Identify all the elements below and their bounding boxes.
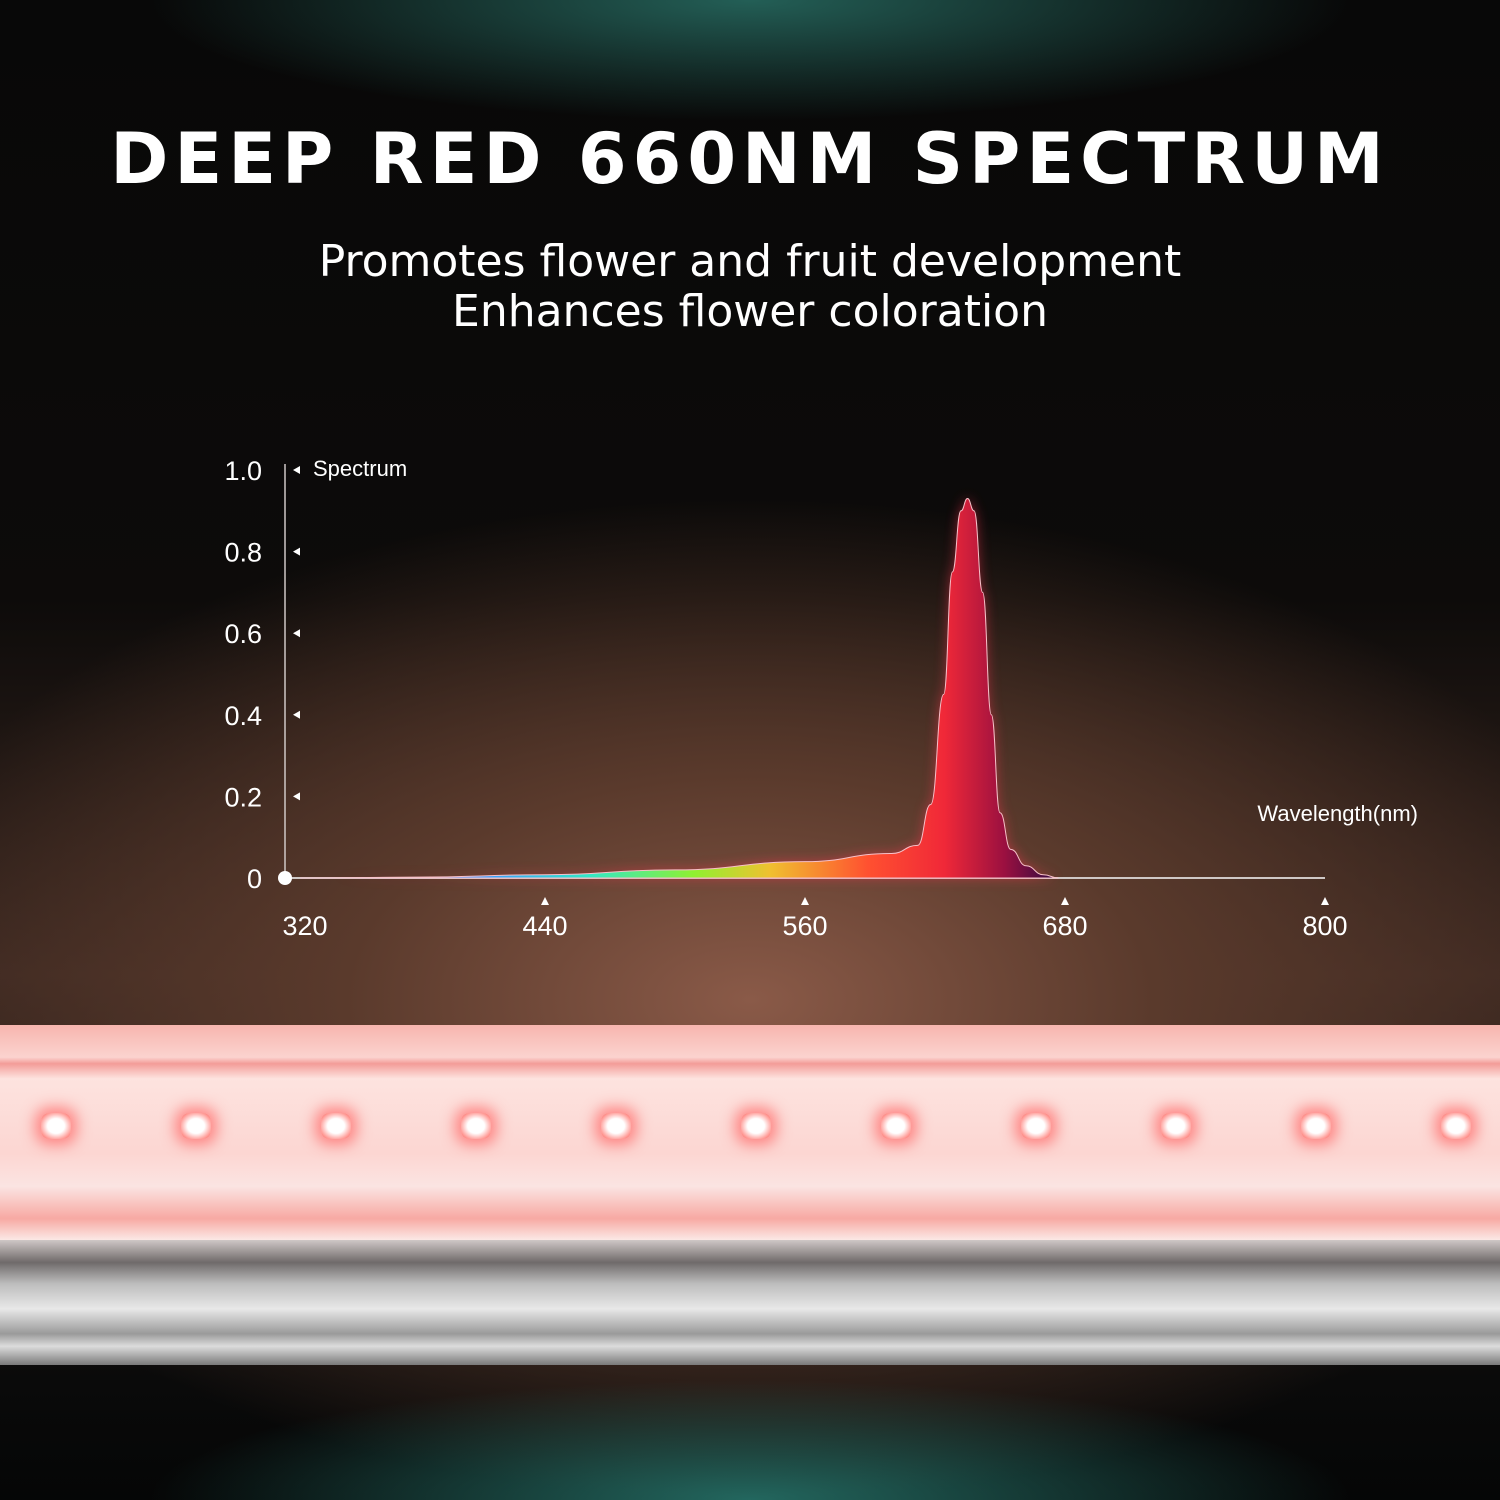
y-tick-marker: [293, 466, 300, 474]
led-chip: [41, 1113, 71, 1139]
y-tick-label: 0.8: [224, 538, 262, 568]
spectrum-area: [300, 498, 1059, 879]
aluminum-housing: [0, 1240, 1500, 1365]
x-tick-marker: [801, 897, 809, 905]
led-chip: [1021, 1113, 1051, 1139]
y-tick-marker: [293, 710, 300, 719]
y-tick-label: 0.6: [224, 619, 262, 649]
led-chip: [741, 1113, 771, 1139]
led-chip: [601, 1113, 631, 1139]
y-tick-label: 0.4: [224, 701, 262, 731]
y-tick-label: 0: [247, 864, 262, 894]
x-tick-marker: [1321, 897, 1329, 905]
subtitle-line-1: Promotes flower and fruit development: [318, 236, 1182, 287]
x-tick-label: 560: [782, 911, 827, 941]
y-tick-label: 0.2: [224, 782, 262, 812]
x-tick-label: 800: [1302, 911, 1347, 941]
led-chip: [881, 1113, 911, 1139]
y-tick-marker: [293, 547, 300, 556]
led-chip: [321, 1113, 351, 1139]
x-tick-label: 680: [1042, 911, 1087, 941]
spectrum-chart: 0 0.2 0.4 0.6 0.8 1.0 320 440 560 680 800 Spectrum…: [224, 456, 1418, 941]
x-tick-marker: [1061, 897, 1069, 905]
y-tick-marker: [293, 792, 300, 801]
subtitle-line-2: Enhances flower coloration: [452, 286, 1048, 337]
x-axis-label: Wavelength(nm): [1257, 801, 1418, 826]
led-chip: [181, 1113, 211, 1139]
page-title: DEEP RED 660NM SPECTRUM: [110, 118, 1390, 200]
origin-dot: [278, 871, 292, 885]
led-chip: [461, 1113, 491, 1139]
led-chip: [1161, 1113, 1191, 1139]
led-chip: [1441, 1113, 1471, 1139]
led-light-bar: [0, 1025, 1500, 1365]
x-tick-marker: [541, 897, 549, 905]
y-tick-marker: [293, 629, 300, 638]
x-tick-label: 320: [282, 911, 327, 941]
led-chip: [1301, 1113, 1331, 1139]
x-tick-label: 440: [522, 911, 567, 941]
y-tick-label: 1.0: [224, 456, 262, 486]
y-axis-label: Spectrum: [313, 456, 407, 481]
